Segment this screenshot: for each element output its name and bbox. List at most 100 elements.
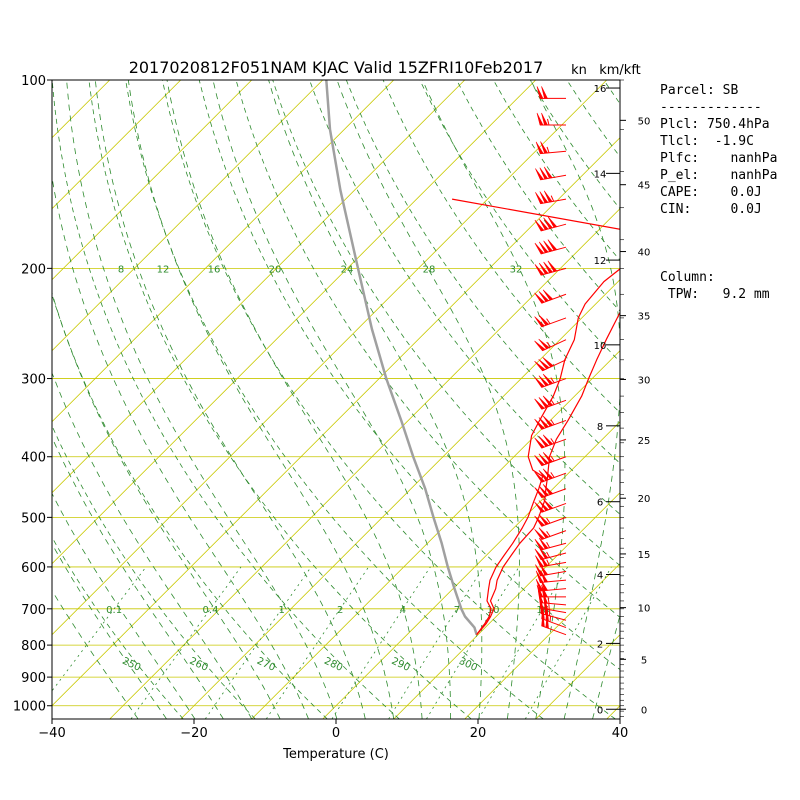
wind-barb-feather [534, 418, 545, 430]
wind-barb-feather [545, 615, 549, 629]
profiles-layer [325, 80, 620, 636]
isotherm-line [52, 137, 620, 707]
moist-adiabat-line [166, 80, 423, 719]
x-tick-label: 20 [470, 726, 487, 741]
wind-barb-feather [540, 570, 549, 583]
panel-line: CAPE: 0.0J [660, 185, 762, 200]
wind-barb-feather [534, 316, 545, 328]
km-tick-label: 12 [594, 256, 607, 267]
wind-barb-half [550, 399, 555, 405]
y-tick-label: 800 [21, 639, 46, 654]
wind-barb-feather [534, 539, 545, 551]
wind-barb-feather [534, 264, 545, 276]
wind-barb-feather [538, 436, 550, 447]
wind-barb [534, 338, 567, 352]
wind-barb-feather [534, 487, 545, 498]
wind-barb-half [546, 318, 551, 325]
dry-adiabat-line [235, 80, 620, 618]
wind-barb [534, 415, 567, 430]
moist-adiabat-label: 16 [208, 264, 221, 275]
dry-adiabat-line [52, 536, 184, 719]
wind-barb-feather [534, 376, 545, 388]
moist-adiabat-line [66, 80, 338, 719]
wind-barb-feather [538, 314, 550, 326]
wind-barb-feather [542, 415, 554, 427]
isotherm-line [52, 80, 537, 565]
wind-barb-feather [535, 141, 544, 154]
wind-barb [534, 468, 567, 483]
wind-barb-feather [535, 579, 544, 592]
wind-barb-feather [534, 437, 545, 449]
isotherm-line [251, 350, 620, 719]
moist-adiabat-line [52, 174, 309, 719]
panel-line [660, 235, 800, 252]
wind-barb-feather [534, 242, 545, 255]
wind-barb-feather [541, 112, 548, 126]
wind-barb [535, 190, 567, 205]
wind-barb-half [546, 146, 550, 153]
panel-line: TPW: 9.2 mm [660, 287, 770, 302]
mixing-ratio-line [130, 566, 242, 719]
plot-area: 2502602702802903000.10.41247101681216202… [52, 80, 620, 719]
wind-barb [534, 484, 567, 499]
wind-barb-feather [541, 613, 545, 628]
mixing-ratio-line [265, 566, 369, 719]
mixing-ratio-label: 0.4 [203, 605, 219, 616]
wind-barb [535, 570, 567, 583]
panel-line: Parcel: SB [660, 83, 739, 98]
wind-barb-feather [534, 398, 545, 410]
mixing-ratio-line [204, 566, 312, 719]
wind-unit-header: kn [571, 63, 587, 78]
wind-barb [535, 166, 567, 181]
mixing-ratio-line [52, 566, 147, 692]
moist-adiabat-line [212, 80, 451, 719]
wind-barb [534, 373, 567, 388]
isotherm-line [52, 80, 324, 352]
kft-tick-label: 20 [638, 494, 651, 505]
mixing-ratio-label: 2 [337, 605, 343, 616]
isotherm-line [52, 80, 182, 210]
panel-line: Tlcl: -1.9C [660, 134, 754, 149]
wind-barb-feather [535, 570, 544, 583]
wind-barb-half [546, 517, 551, 524]
moist-adiabat-line [127, 80, 395, 719]
wind-barb-feather [538, 241, 549, 254]
wind-barb-half [546, 551, 551, 558]
kft-tick-label: 50 [638, 116, 651, 127]
wind-barb-feather [538, 547, 549, 559]
wind-barb-feather [536, 86, 544, 99]
moist-adiabat-label: 8 [118, 264, 124, 275]
moist-adiabat-label: 24 [341, 264, 354, 275]
wind-barb [540, 601, 567, 621]
panel-line: Plfc: nanhPa [660, 151, 778, 166]
wind-barb-feather [534, 292, 545, 304]
wind-barb-half [550, 419, 555, 426]
wind-barb-feather [538, 359, 550, 370]
wind-barb-feather [542, 452, 554, 463]
wind-barb-feather [534, 471, 545, 483]
isotherm-line [322, 421, 620, 719]
wind-barb-feather [534, 360, 546, 372]
km-tick-label: 14 [594, 169, 607, 180]
chart-title: 2017020812F051NAM KJAC Valid 15ZFRI10Feb… [129, 58, 544, 77]
wind-barb [536, 86, 566, 99]
moist-adiabat-line [268, 80, 483, 719]
wind-barb-half [550, 377, 555, 384]
wind-barb-feather [534, 529, 545, 540]
isotherm-line [52, 80, 608, 636]
wind-barb [534, 527, 567, 540]
moist-adiabat-line [52, 291, 281, 719]
mixing-ratio-label: 4 [400, 605, 406, 616]
km-tick-label: 6 [597, 498, 603, 509]
wind-barb-feather [534, 455, 545, 466]
mixing-ratio-label: 1 [279, 605, 285, 616]
isotherm-line [109, 208, 620, 719]
wind-barb-feather [538, 514, 550, 526]
km-tick-label: 2 [597, 639, 603, 650]
wind-barb-feather [538, 527, 550, 539]
panel-line: Plcl: 750.4hPa [660, 117, 770, 132]
axes-layer: −40 −20 0 20 4010020030040050060070080090010… [13, 74, 628, 741]
kft-tick-label: 35 [638, 312, 651, 323]
wind-barb-feather [534, 219, 545, 232]
